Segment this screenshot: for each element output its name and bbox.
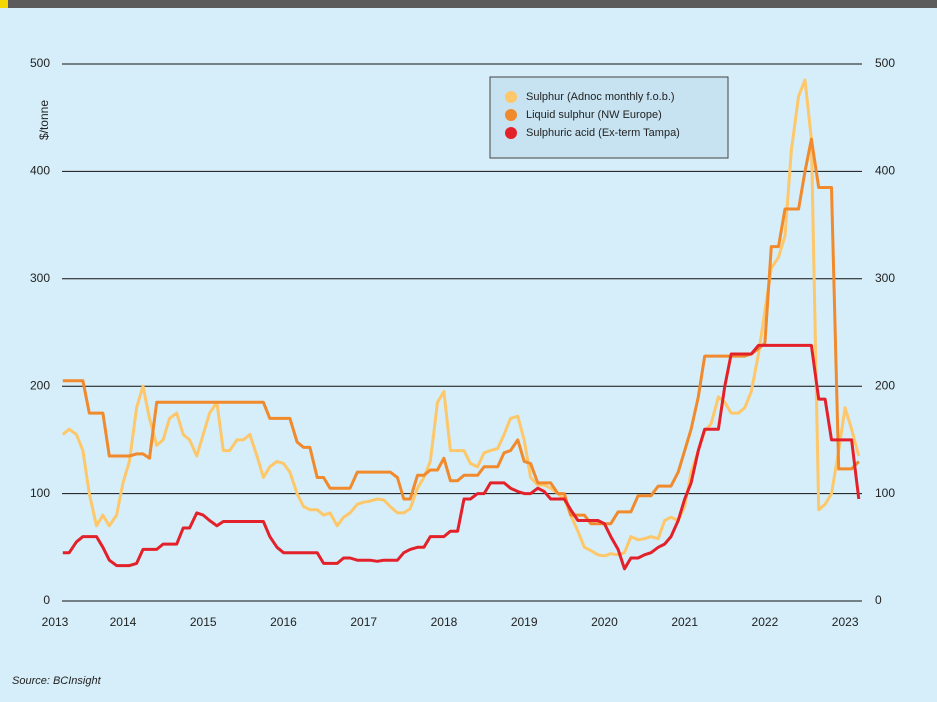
x-tick-label: 2020 (591, 615, 618, 629)
series-line (61, 78, 861, 558)
y-tick-label: 400 (30, 164, 50, 178)
x-tick-label: 2021 (671, 615, 698, 629)
x-tick-label: 2017 (350, 615, 377, 629)
y2-tick-label: 100 (875, 486, 895, 500)
x-tick-label: 2018 (431, 615, 458, 629)
series-line (62, 343, 861, 571)
legend-marker (505, 127, 517, 139)
source: Source: BCInsight (12, 675, 102, 687)
legend-marker (505, 91, 517, 103)
legend: Sulphur (Adnoc monthly f.o.b.) Liquid sul… (489, 76, 729, 159)
y-tick-label: 0 (43, 593, 50, 607)
x-tick-label: 2016 (270, 615, 297, 629)
y2-tick-label: 0 (875, 593, 882, 607)
legend-box (489, 76, 729, 159)
y-tick-label: 500 (30, 56, 50, 70)
legend-label: Sulphuric acid (Ex-term Tampa) (526, 127, 680, 139)
y2-tick-label: 200 (875, 378, 895, 392)
header-accent (0, 0, 8, 8)
x-tick-label: 2022 (752, 615, 779, 629)
series-line (62, 137, 860, 526)
x-tick-label: 2015 (190, 615, 217, 629)
y2-tick-label: 300 (875, 271, 895, 285)
y2-tick-label: 400 (875, 164, 895, 178)
legend-label: Sulphur (Adnoc monthly f.o.b.) (526, 91, 675, 103)
header-bar (0, 0, 937, 8)
y-tick-label: 100 (30, 486, 50, 500)
legend-marker (505, 109, 517, 121)
y-tick-label: 200 (30, 378, 50, 392)
x-tick-label: 2014 (110, 615, 137, 629)
x-tick-label: 2023 (832, 615, 859, 629)
legend-label: Liquid sulphur (NW Europe) (526, 109, 662, 121)
x-tick-label: 2019 (511, 615, 538, 629)
y-axis-label: $/tonne (37, 100, 51, 140)
y2-tick-label: 500 (875, 56, 895, 70)
y-tick-label: 300 (30, 271, 50, 285)
x-tick-label: 2013 (42, 615, 69, 629)
